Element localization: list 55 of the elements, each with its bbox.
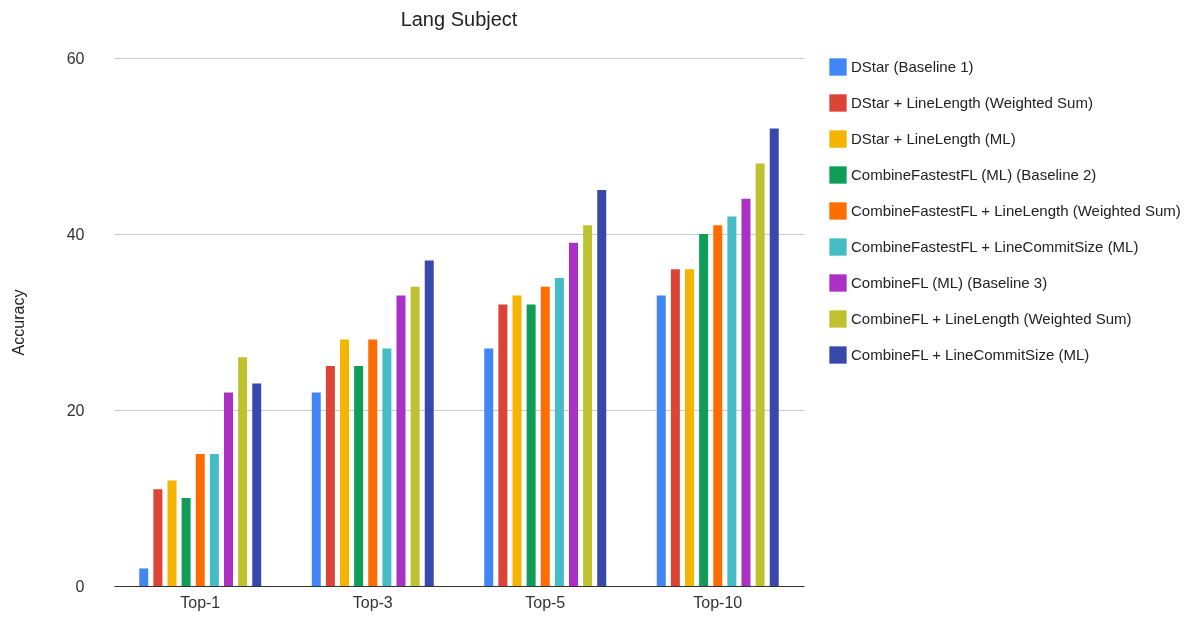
y-tick-label: 60 (66, 49, 85, 67)
bar (224, 392, 233, 586)
bar (498, 304, 508, 586)
bar (512, 295, 522, 586)
bar (153, 489, 163, 586)
legend-label: CombineFastestFL + LineCommitSize (ML) (851, 238, 1139, 255)
bar (554, 278, 564, 586)
bar (238, 357, 248, 586)
y-tick-label: 20 (66, 401, 85, 419)
bar (424, 260, 434, 586)
legend-label: CombineFL + LineCommitSize (ML) (851, 346, 1090, 363)
bar (354, 366, 364, 586)
bar (526, 304, 536, 586)
bar (741, 198, 751, 586)
bar (569, 242, 578, 586)
bar (670, 269, 680, 586)
bar (755, 163, 765, 586)
x-tick-label: Top-1 (180, 593, 221, 611)
bar (699, 234, 709, 586)
y-tick-label: 0 (75, 577, 85, 595)
bar (769, 128, 779, 586)
x-tick-label: Top-3 (352, 593, 393, 611)
bar (396, 295, 406, 586)
bar (382, 348, 392, 586)
y-tick-label: 40 (66, 225, 85, 243)
bar (656, 295, 666, 586)
bar (167, 480, 177, 586)
bar (540, 286, 550, 586)
legend-label: CombineFL (ML) (Baseline 3) (851, 274, 1048, 291)
bar (209, 454, 219, 586)
bar (195, 454, 205, 586)
bar (368, 339, 378, 586)
bar (311, 392, 321, 586)
bar (713, 225, 723, 586)
legend-label: CombineFastestFL (ML) (Baseline 2) (851, 166, 1097, 183)
bar (340, 339, 349, 586)
legend-label: DStar (Baseline 1) (851, 58, 974, 75)
bar (727, 216, 737, 586)
legend-label: DStar + LineLength (Weighted Sum) (851, 94, 1093, 111)
chart-title: Lang Subject (400, 8, 518, 30)
legend-label: CombineFastestFL + LineLength (Weighted Sum) (851, 202, 1181, 219)
x-tick-label: Top-10 (693, 593, 743, 611)
bar (583, 225, 593, 586)
bar (410, 286, 420, 586)
legend-label: DStar + LineLength (ML) (851, 130, 1016, 147)
bar (484, 348, 494, 586)
bar (139, 568, 149, 586)
y-axis-title: Accuracy (9, 289, 27, 356)
x-tick-label: Top-5 (525, 593, 566, 611)
bar (252, 383, 262, 586)
legend-label: CombineFL + LineLength (Weighted Sum) (851, 310, 1132, 327)
bar (325, 366, 335, 586)
bar (685, 269, 694, 586)
bar (181, 498, 191, 586)
bar (597, 190, 607, 586)
